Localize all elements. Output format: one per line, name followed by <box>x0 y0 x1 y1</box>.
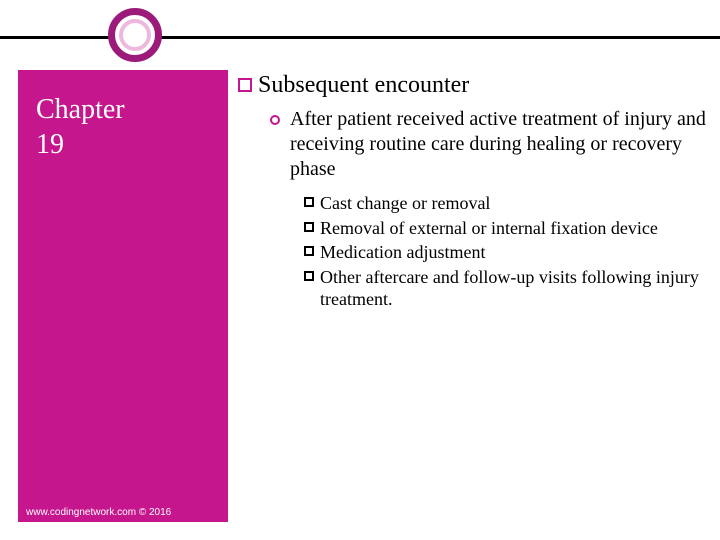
lvl3-text: Medication adjustment <box>320 241 485 264</box>
circle-bullet-icon <box>270 115 280 125</box>
square-bullet-icon <box>304 197 314 207</box>
bullet-level2: After patient received active treatment … <box>270 107 708 182</box>
square-bullet-icon <box>238 78 252 92</box>
ring-icon <box>108 8 162 62</box>
bullet-level3: Cast change or removal <box>304 192 708 215</box>
lvl3-text: Removal of external or internal fixation… <box>320 217 658 240</box>
bullet-level3: Medication adjustment <box>304 241 708 264</box>
content-area: Subsequent encounter After patient recei… <box>238 72 708 313</box>
chapter-title: Chapter 19 <box>36 92 125 162</box>
square-bullet-icon <box>304 271 314 281</box>
lvl3-text: Cast change or removal <box>320 192 490 215</box>
bullet-level3: Removal of external or internal fixation… <box>304 217 708 240</box>
lvl2-text: After patient received active treatment … <box>290 107 708 182</box>
bullet-level3: Other aftercare and follow-up visits fol… <box>304 266 708 311</box>
chapter-line2: 19 <box>36 129 64 160</box>
bullet-level1: Subsequent encounter <box>238 72 708 99</box>
lvl1-text: Subsequent encounter <box>258 72 469 99</box>
footer-text: www.codingnetwork.com © 2016 <box>26 507 171 518</box>
chapter-line1: Chapter <box>36 94 125 125</box>
lvl3-text: Other aftercare and follow-up visits fol… <box>320 266 708 311</box>
square-bullet-icon <box>304 246 314 256</box>
sidebar: Chapter 19 www.codingnetwork.com © 2016 <box>18 70 228 522</box>
square-bullet-icon <box>304 222 314 232</box>
